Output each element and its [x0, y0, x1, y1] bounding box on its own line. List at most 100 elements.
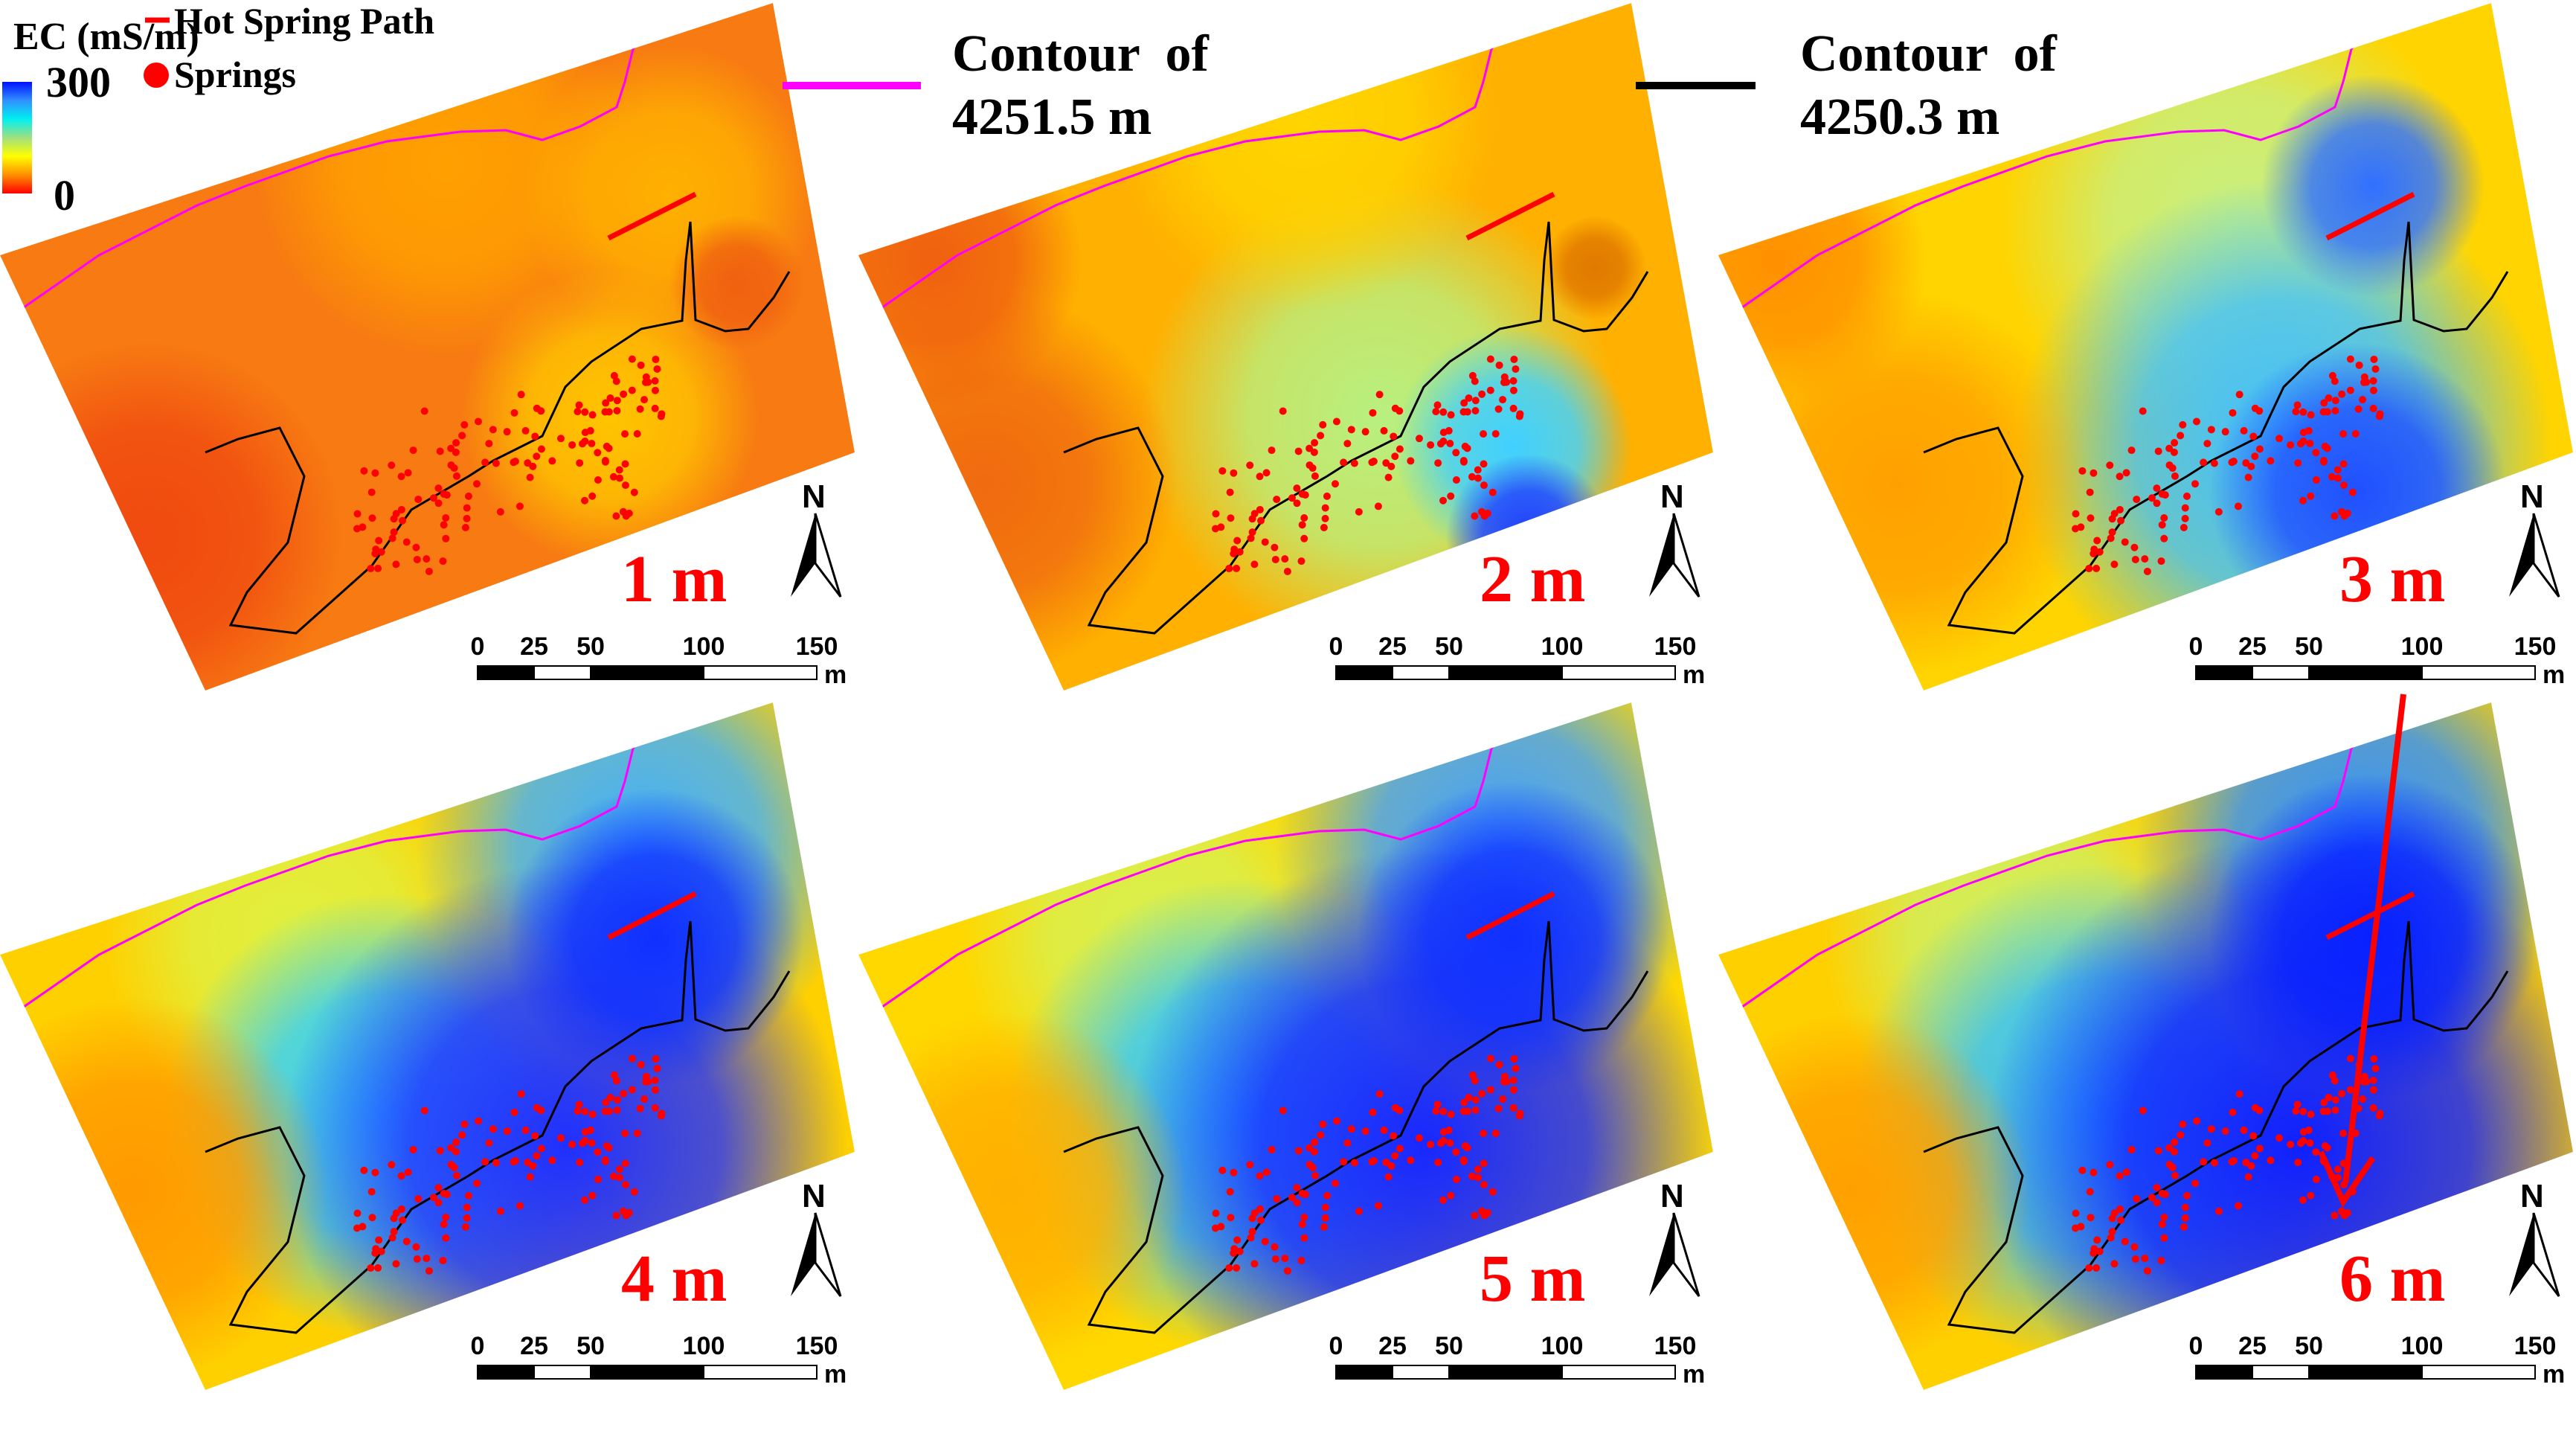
spring-point [1323, 492, 1331, 500]
spring-point [2153, 1199, 2161, 1207]
spring-point [1391, 1152, 1399, 1160]
ec-raster [0, 702, 855, 1390]
spring-point [581, 408, 589, 416]
spring-point [609, 473, 617, 481]
spring-point [496, 507, 504, 516]
spring-point [1369, 1157, 1378, 1165]
contour-4250-label-line2: 4250.3 m [1800, 89, 2000, 146]
hot-spring-path [2325, 891, 2415, 941]
spring-point [1439, 1136, 1448, 1144]
spring-point [594, 476, 602, 484]
spring-point [594, 1176, 602, 1184]
spring-point [2299, 429, 2307, 437]
spring-point [633, 1130, 641, 1138]
contour-4251-line [874, 706, 1533, 1013]
spring-point [388, 1161, 396, 1169]
spring-point [1331, 1179, 1339, 1188]
spring-point [2354, 405, 2363, 413]
contour-4250-line [1063, 920, 1649, 1334]
spring-point [485, 1139, 493, 1147]
spring-point [2090, 545, 2098, 554]
north-arrow: N [2509, 478, 2560, 598]
spring-point [2108, 1214, 2116, 1223]
spring-point [2108, 1228, 2116, 1236]
spring-point [621, 460, 629, 468]
spring-point [1480, 1159, 1488, 1168]
spring-point [2294, 1159, 2302, 1167]
spring-point [594, 449, 602, 457]
north-arrow-left-icon [791, 1213, 815, 1296]
spring-point [1471, 1106, 1480, 1115]
hot-spring-path [1465, 891, 1555, 941]
spring-point [616, 1173, 624, 1182]
spring-point [439, 1257, 447, 1265]
spring-point [452, 439, 460, 447]
spring-point [1433, 1101, 1442, 1109]
spring-point [2127, 1146, 2136, 1154]
spring-point [492, 1159, 500, 1167]
depth-label: 5 m [1480, 1242, 1585, 1316]
spring-point [2307, 492, 2315, 500]
spring-point [1361, 428, 1369, 436]
spring-point [1301, 491, 1309, 499]
spring-point [1233, 1264, 1241, 1272]
spring-point [2139, 407, 2147, 415]
spring-point [515, 1202, 524, 1210]
spring-point [1310, 448, 1318, 456]
spring-point [2371, 1064, 2380, 1072]
spring-point [642, 1077, 650, 1086]
spring-point [1218, 467, 1227, 475]
scale-tick-label: 50 [1435, 632, 1463, 661]
spring-point [651, 377, 659, 385]
spring-point [1273, 496, 1281, 504]
spring-point [651, 386, 659, 394]
spring-point [633, 430, 641, 438]
spring-point [1300, 534, 1308, 542]
spring-point [2348, 488, 2357, 496]
spring-point [1340, 458, 1348, 467]
spring-point [458, 1131, 466, 1139]
spring-point [1463, 408, 1471, 416]
spring-point [1474, 466, 1482, 474]
spring-point [1311, 472, 1319, 480]
spring-point [463, 504, 471, 512]
spring-point [1500, 378, 1509, 386]
spring-point [377, 548, 385, 556]
spring-point [2157, 1257, 2165, 1265]
spring-point [440, 521, 448, 529]
spring-point [1395, 407, 1404, 415]
spring-point [2179, 1120, 2187, 1128]
spring-point [1468, 371, 1477, 379]
spring-point [1427, 441, 1435, 449]
spring-point [2122, 469, 2130, 477]
spring-point [1298, 521, 1306, 529]
spring-point [612, 1211, 620, 1220]
spring-point [472, 1179, 481, 1188]
spring-point [628, 355, 636, 363]
spring-point [1230, 1245, 1239, 1253]
spring-point [2331, 512, 2339, 520]
spring-point [621, 430, 629, 438]
spring-point [548, 1156, 556, 1165]
spring-point [2090, 1168, 2098, 1176]
spring-point [452, 448, 460, 456]
spring-point [2251, 452, 2259, 461]
spring-point [1268, 446, 1276, 455]
spring-point [2161, 1191, 2169, 1199]
spring-point [1311, 1138, 1319, 1147]
spring-point [1248, 1214, 1256, 1223]
spring-point [1294, 447, 1303, 455]
hot-spring-path [1465, 191, 1555, 241]
spring-point [1271, 1255, 1279, 1263]
spring-point [526, 1173, 534, 1181]
spring-point [372, 545, 380, 554]
spring-point [2127, 446, 2136, 455]
spring-point [1486, 1054, 1494, 1063]
spring-point [603, 442, 611, 450]
spring-point [2343, 1208, 2351, 1217]
spring-point [1495, 361, 1503, 369]
spring-point [537, 445, 545, 453]
spring-point [1509, 386, 1517, 394]
spring-point [2299, 1196, 2307, 1204]
